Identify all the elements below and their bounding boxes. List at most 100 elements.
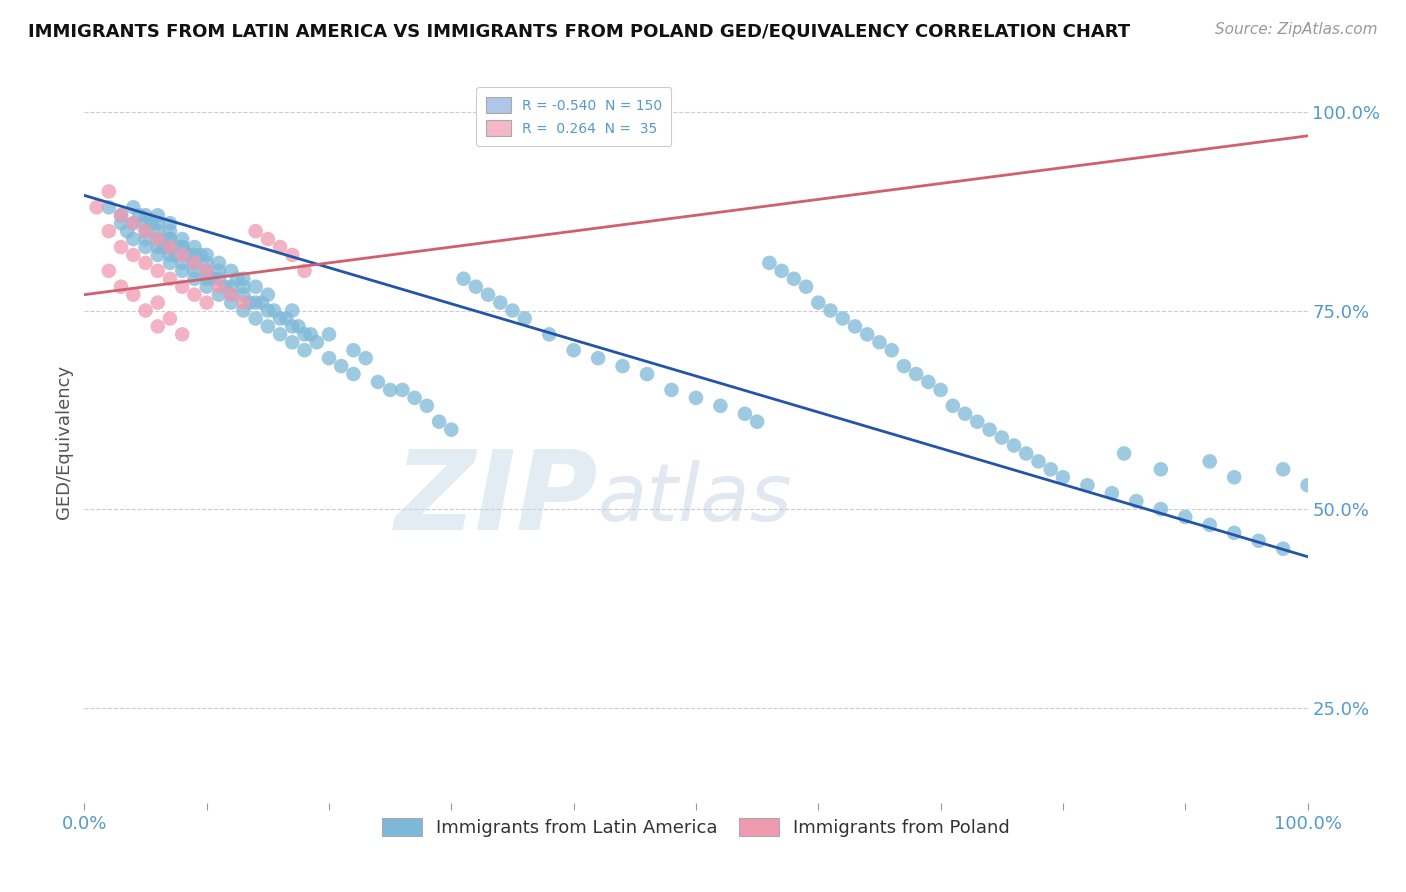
Point (183, 256, 205, 270)
Point (1174, 510, 1197, 524)
Point (208, 256, 231, 270)
Point (709, 399, 731, 413)
Point (1076, 478, 1098, 492)
Point (831, 311, 853, 326)
Point (165, 248, 187, 262)
Point (190, 248, 212, 262)
Point (586, 351, 609, 366)
Point (299, 327, 322, 342)
Point (342, 343, 364, 358)
Point (141, 216, 163, 230)
Point (159, 232, 181, 246)
Point (770, 264, 793, 278)
Point (135, 208, 157, 222)
Point (183, 248, 205, 262)
Point (1125, 494, 1147, 508)
Point (208, 272, 231, 286)
Point (1223, 470, 1246, 484)
Point (172, 248, 194, 262)
Point (685, 391, 707, 405)
Point (146, 232, 169, 246)
Point (195, 248, 218, 262)
Text: Source: ZipAtlas.com: Source: ZipAtlas.com (1215, 22, 1378, 37)
Point (183, 264, 205, 278)
Point (966, 415, 988, 429)
Point (146, 248, 169, 262)
Point (612, 359, 634, 373)
Point (232, 303, 254, 318)
Point (1039, 462, 1062, 476)
Point (135, 256, 157, 270)
Point (489, 295, 512, 310)
Point (929, 383, 952, 397)
Point (281, 248, 304, 262)
Point (794, 279, 817, 293)
Point (110, 208, 132, 222)
Point (330, 359, 353, 373)
Legend: Immigrants from Latin America, Immigrants from Poland: Immigrants from Latin America, Immigrant… (374, 811, 1018, 845)
Point (135, 224, 157, 238)
Point (135, 232, 157, 246)
Text: IMMIGRANTS FROM LATIN AMERICA VS IMMIGRANTS FROM POLAND GED/EQUIVALENCY CORRELAT: IMMIGRANTS FROM LATIN AMERICA VS IMMIGRA… (28, 22, 1130, 40)
Point (110, 216, 132, 230)
Point (661, 383, 683, 397)
Point (146, 232, 169, 246)
Point (342, 367, 364, 381)
Point (263, 303, 285, 318)
Point (294, 343, 316, 358)
Point (416, 399, 439, 413)
Text: atlas: atlas (598, 460, 793, 539)
Point (122, 248, 145, 262)
Point (159, 224, 181, 238)
Point (1272, 541, 1295, 556)
Point (1002, 438, 1025, 452)
Point (734, 407, 756, 421)
Point (232, 287, 254, 301)
Point (159, 240, 181, 254)
Point (477, 287, 499, 301)
Point (380, 383, 402, 397)
Point (917, 375, 939, 389)
Point (783, 272, 806, 286)
Point (172, 232, 194, 246)
Point (226, 272, 249, 286)
Point (245, 311, 267, 326)
Point (172, 327, 194, 342)
Point (276, 311, 298, 326)
Point (979, 423, 1001, 437)
Point (159, 248, 181, 262)
Point (257, 287, 280, 301)
Point (502, 303, 524, 318)
Point (122, 216, 145, 230)
Point (122, 287, 145, 301)
Point (1150, 462, 1173, 476)
Point (183, 240, 205, 254)
Point (146, 216, 169, 230)
Point (820, 303, 842, 318)
Point (97, 224, 120, 238)
Point (257, 303, 280, 318)
Point (562, 343, 585, 358)
Point (172, 264, 194, 278)
Point (195, 279, 218, 293)
Point (1198, 454, 1220, 468)
Point (219, 279, 242, 293)
Point (269, 240, 291, 254)
Point (146, 295, 169, 310)
Point (404, 391, 426, 405)
Point (464, 279, 486, 293)
Point (354, 351, 377, 366)
Point (159, 232, 181, 246)
Point (245, 279, 267, 293)
Point (214, 279, 236, 293)
Point (86, 200, 108, 214)
Point (1101, 486, 1123, 500)
Point (305, 335, 328, 350)
Point (1114, 446, 1136, 460)
Point (195, 264, 218, 278)
Point (1150, 502, 1173, 516)
Point (245, 295, 267, 310)
Point (122, 232, 145, 246)
Point (177, 248, 200, 262)
Point (159, 311, 181, 326)
